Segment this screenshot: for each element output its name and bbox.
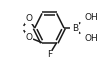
Text: O: O xyxy=(25,14,32,23)
Text: B: B xyxy=(72,23,78,33)
Text: OH: OH xyxy=(85,34,98,43)
Text: O: O xyxy=(25,33,32,42)
Text: OH: OH xyxy=(85,13,98,22)
Text: F: F xyxy=(47,50,52,59)
